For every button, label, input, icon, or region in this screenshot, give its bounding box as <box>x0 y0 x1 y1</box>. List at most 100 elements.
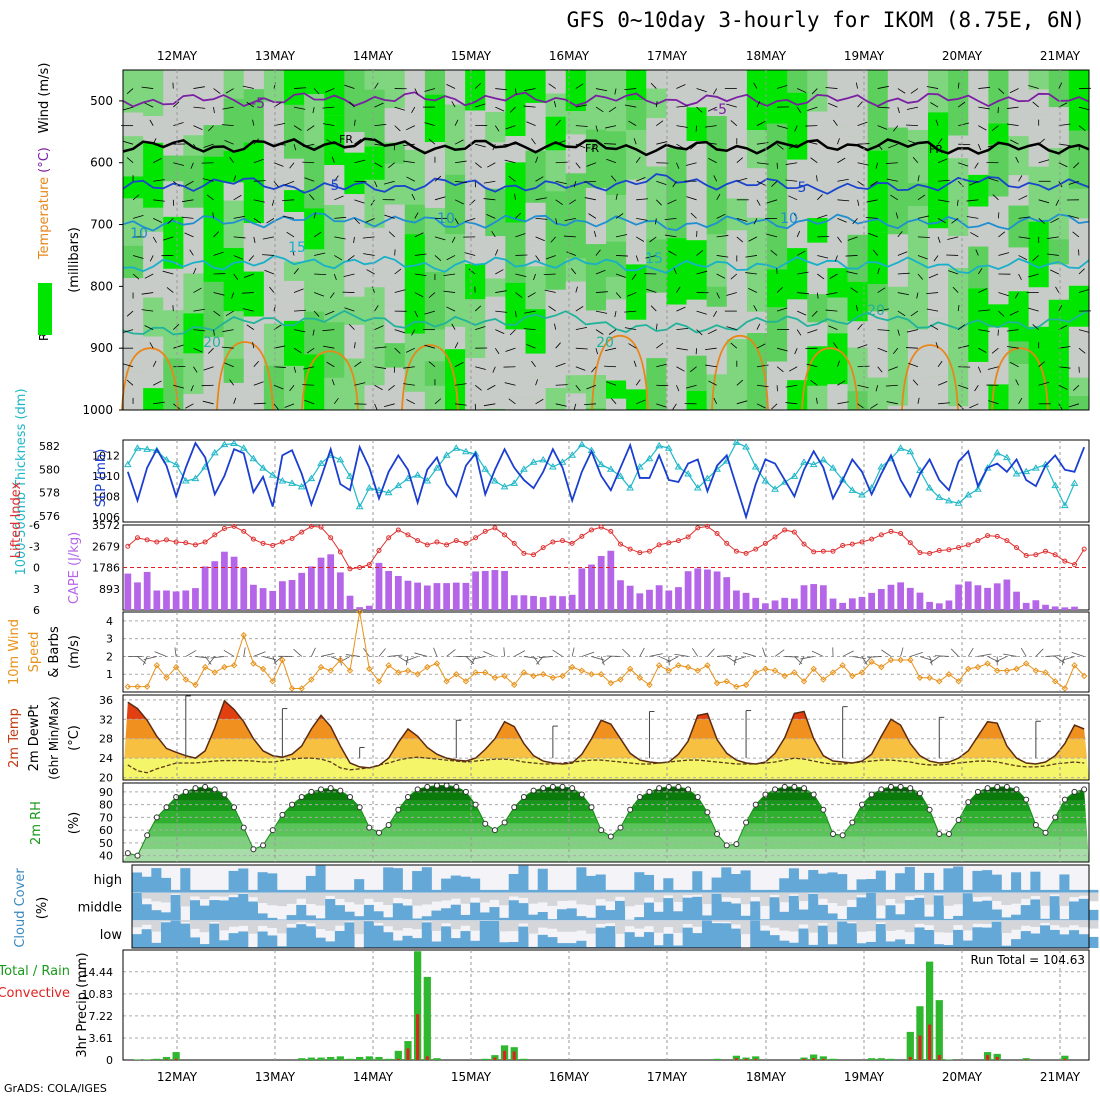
wind-barb <box>221 346 234 349</box>
li-marker <box>415 538 421 544</box>
cloud-cell-grey <box>344 920 355 922</box>
wind-barb <box>938 179 950 182</box>
cloud-cell <box>1059 919 1070 921</box>
wind-barb <box>163 236 174 241</box>
wind-barb <box>708 158 717 164</box>
cloud-cell <box>189 889 201 893</box>
cape-bar <box>597 555 605 610</box>
cloud-cell <box>537 934 548 948</box>
temp-band <box>123 738 1089 759</box>
rh-cell <box>364 116 386 147</box>
rh-cell <box>928 70 949 113</box>
rh-cell <box>726 396 748 410</box>
li-marker <box>994 533 1000 539</box>
wind-barb <box>606 381 617 386</box>
rh-cell <box>263 365 285 385</box>
wind-speed-marker <box>655 662 663 669</box>
wind-barb <box>865 217 878 219</box>
wind-barb <box>736 400 748 405</box>
cloud-cell <box>875 870 886 893</box>
li-marker <box>1023 552 1029 558</box>
rh-marker <box>520 794 527 801</box>
cloud-cell-grey <box>557 892 568 901</box>
isotherm-label: FR <box>339 133 353 146</box>
surface-wind-barb <box>253 651 266 657</box>
wind-barb <box>312 329 315 336</box>
cloud-cell <box>1049 896 1060 921</box>
cloud-cell-grey <box>672 892 684 902</box>
wind-barb <box>374 384 383 391</box>
wind-barb <box>122 106 134 111</box>
wind-barb <box>491 230 496 238</box>
cloud-cell-grey <box>817 892 828 899</box>
li-marker <box>598 524 604 530</box>
cloud-cell <box>817 873 828 893</box>
wind-barb <box>1018 397 1023 405</box>
wind-barb <box>713 310 718 318</box>
rh-cell <box>807 111 828 164</box>
thickness-marker <box>925 484 934 491</box>
wind-barb <box>515 233 526 238</box>
li-marker <box>173 539 179 545</box>
rh-cell <box>606 380 627 399</box>
rh-marker <box>182 788 189 795</box>
cloud-cell <box>875 924 886 948</box>
rh-marker <box>733 841 740 848</box>
cloud-cell-grey <box>730 892 741 899</box>
wind-barb <box>610 398 617 405</box>
wind-barb <box>253 180 266 182</box>
cloud-cell <box>450 938 461 948</box>
wind-speed-marker <box>1071 662 1078 669</box>
wind-barb <box>593 230 597 238</box>
isotherm-15 <box>122 254 1090 275</box>
cloud-cell-grey <box>895 892 906 904</box>
wind-barb <box>756 384 769 388</box>
wind-barb <box>788 195 798 201</box>
wind-barb <box>253 402 266 405</box>
rh-marker <box>298 794 305 801</box>
cloud-cell-grey <box>315 920 326 929</box>
wind-barb <box>897 310 906 317</box>
wind-barb <box>713 88 718 95</box>
rh-marker <box>231 804 238 811</box>
wind-barb <box>454 342 459 349</box>
wind-barb <box>696 310 707 315</box>
cloud-cell-grey <box>1011 920 1022 930</box>
rh-cell <box>1028 221 1050 288</box>
wind-barb <box>487 162 496 168</box>
rh-panel-frame <box>122 782 1090 863</box>
cape-bar <box>1022 602 1030 610</box>
wind-barb <box>411 193 416 200</box>
precip-total-bar <box>829 1058 837 1060</box>
wind-speed-marker <box>781 672 788 680</box>
wind-barb <box>1058 346 1071 349</box>
wind-barb <box>284 403 295 408</box>
rh-marker <box>540 785 547 792</box>
wind-speed-marker <box>752 669 759 676</box>
pressure-tick-label: 900 <box>90 341 113 355</box>
rh-cell <box>1068 285 1090 327</box>
cape-bar <box>646 589 653 610</box>
cape-bar <box>993 583 1001 610</box>
thickness-marker <box>848 486 857 493</box>
cloud-cell-grey <box>421 920 432 922</box>
cloud-row-label: low <box>100 928 123 943</box>
thickness-marker <box>954 499 963 506</box>
wind-barb <box>756 343 766 349</box>
wind-barb <box>365 217 375 223</box>
wind-speed-marker <box>897 656 904 664</box>
rh-marker <box>868 791 875 798</box>
cloud-cell <box>962 940 973 948</box>
rh-cell <box>163 155 184 182</box>
wind-barb <box>837 401 849 405</box>
wind-barb <box>454 218 459 225</box>
cloud-cell <box>692 933 703 948</box>
li-marker <box>531 552 537 558</box>
thickness-marker <box>1060 501 1069 509</box>
li-marker <box>1081 546 1087 552</box>
li-marker <box>782 527 788 533</box>
cloud-cell <box>576 940 587 948</box>
rh-cell <box>1068 188 1090 219</box>
cloud-cell-grey <box>1088 920 1099 929</box>
wind-barb <box>806 141 818 145</box>
